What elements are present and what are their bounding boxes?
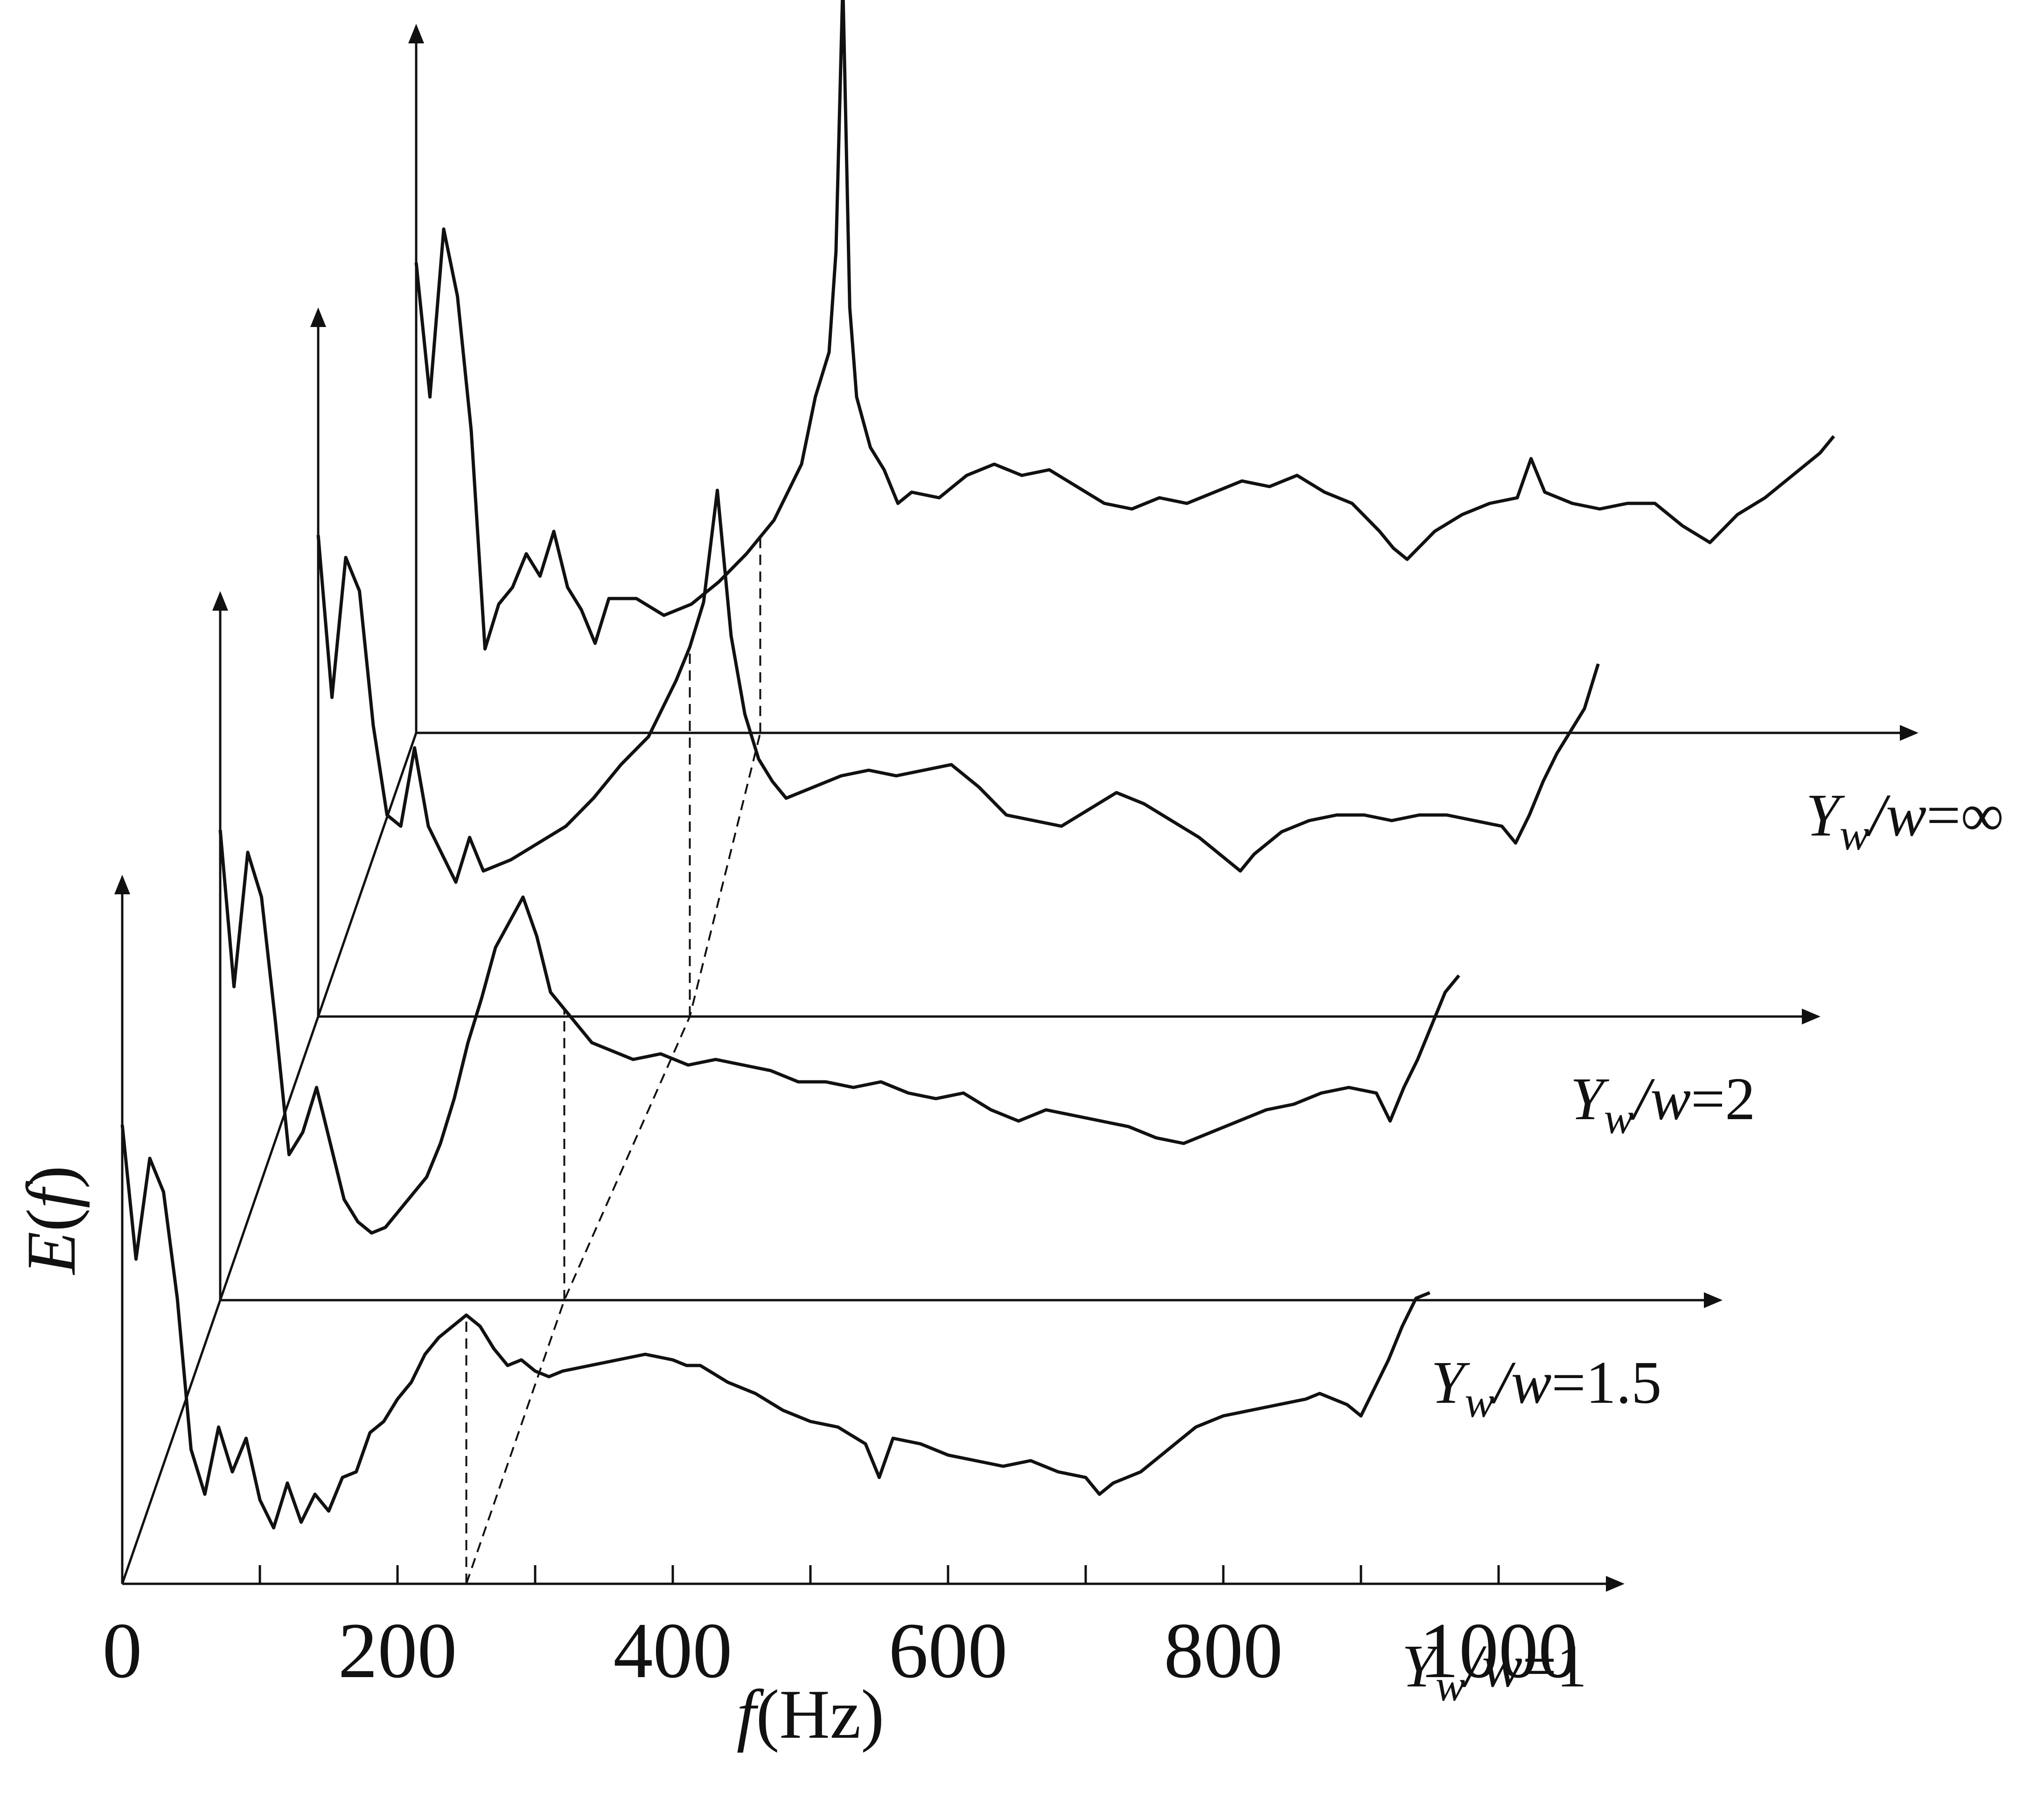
series-label-2: Yw/w=2 <box>1570 1066 1756 1143</box>
series-label-1: Yw/w=1.5 <box>1431 1349 1661 1427</box>
series-label-3-part-0: Y <box>1806 782 1845 849</box>
depth-axis <box>121 732 418 1584</box>
x-tick-label-200: 200 <box>338 1607 457 1694</box>
x-axis-title-unit: (Hz) <box>756 1676 884 1753</box>
series-label-1-part-3: =1.5 <box>1552 1349 1662 1416</box>
series-line-2 <box>316 488 1600 884</box>
ridge-guide-line <box>465 732 761 1584</box>
x-tick-label-0: 0 <box>103 1607 142 1694</box>
series-label-2-part-0: Y <box>1570 1066 1610 1133</box>
label-layer: Yw/w=∞Yw/w=2Yw/w=1.5Yw/w=1f(Hz)E(f) <box>13 782 2004 1753</box>
series-line-1 <box>218 829 1460 1235</box>
y-axis-arrow-3 <box>408 24 424 43</box>
series-label-1-part-1: w <box>1465 1377 1494 1427</box>
y-axis-arrow-2 <box>310 307 326 327</box>
series-label-2-part-2: /w <box>1631 1066 1691 1133</box>
series-line-0 <box>120 1124 1430 1530</box>
series-label-3: Yw/w=∞ <box>1806 782 2004 859</box>
x-tick-label-600: 600 <box>889 1607 1008 1694</box>
y-axis-title-arg: ( <box>13 1208 90 1232</box>
series-label-0-part-0: Y <box>1402 1633 1441 1700</box>
series-layer <box>120 0 1835 1530</box>
y-axis-arrow-0 <box>114 875 130 894</box>
y-axis-title: E(f) <box>13 1165 90 1275</box>
series-label-2-part-3: =2 <box>1691 1066 1755 1133</box>
ridge-layer <box>465 537 761 1584</box>
y-axis-arrow-1 <box>212 591 228 611</box>
series-label-0: Yw/w=1 <box>1402 1633 1587 1710</box>
x-axis-arrow-2 <box>1802 1009 1821 1024</box>
series-label-1-part-0: Y <box>1431 1349 1470 1416</box>
series-label-1-part-2: /w <box>1492 1349 1552 1416</box>
axes-layer <box>114 24 1918 1592</box>
series-label-0-part-3: =1 <box>1522 1633 1587 1700</box>
x-axis-arrow-3 <box>1900 725 1918 741</box>
x-axis-title: f(Hz) <box>737 1676 885 1753</box>
series-label-2-part-1: w <box>1604 1094 1633 1143</box>
series-line-3 <box>414 0 1835 651</box>
x-axis-arrow-0 <box>1606 1576 1625 1592</box>
series-label-3-part-1: w <box>1840 810 1869 859</box>
x-tick-label-400: 400 <box>614 1607 732 1694</box>
x-axis-arrow-1 <box>1704 1292 1723 1308</box>
y-axis-title-close: ) <box>13 1165 90 1189</box>
x-tick-label-1000: 1000 <box>1419 1607 1578 1694</box>
series-label-0-part-1: w <box>1436 1661 1465 1710</box>
series-label-3-part-3: =∞ <box>1926 782 2004 849</box>
x-tick-label-800: 800 <box>1164 1607 1283 1694</box>
y-axis-title-var: E <box>13 1232 90 1275</box>
series-label-3-part-2: /w <box>1866 782 1926 849</box>
tick-layer: 0 200 400 600 800 1000 <box>103 1565 1578 1694</box>
series-label-0-part-2: /w <box>1462 1633 1522 1700</box>
